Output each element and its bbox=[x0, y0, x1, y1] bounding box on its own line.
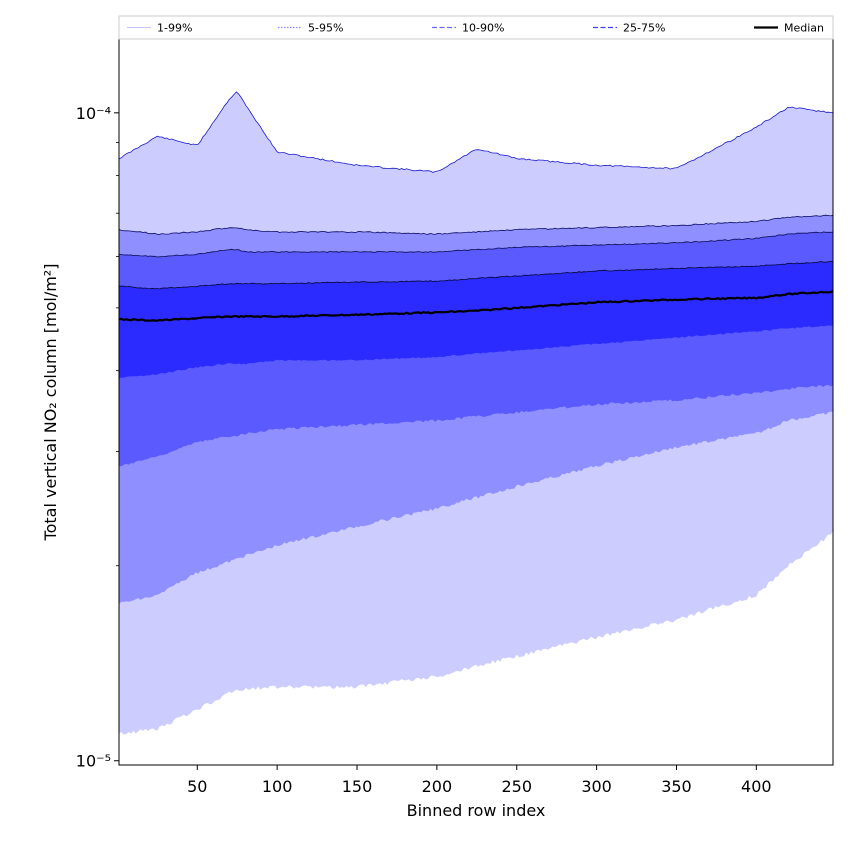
x-tick-label: 300 bbox=[581, 777, 612, 796]
x-tick-label: 250 bbox=[501, 777, 532, 796]
x-tick-label: 200 bbox=[422, 777, 453, 796]
line-layer bbox=[119, 91, 833, 322]
x-axis: 50 100 150 200 250 300 350 400 bbox=[187, 765, 772, 796]
x-tick-label: 150 bbox=[342, 777, 373, 796]
band-layer bbox=[119, 91, 833, 735]
band-upper-edge-1-99pct bbox=[119, 91, 833, 173]
x-tick-label: 350 bbox=[661, 777, 692, 796]
legend-label: Median bbox=[784, 22, 824, 35]
legend-label: 5-95% bbox=[308, 22, 343, 35]
x-tick-label: 100 bbox=[262, 777, 293, 796]
median-line bbox=[119, 290, 833, 322]
legend-box bbox=[118, 15, 834, 40]
band-25-75pct bbox=[119, 261, 833, 379]
x-tick-label: 400 bbox=[741, 777, 772, 796]
legend: 1-99% 5-95% 10-90% 25-75% Median bbox=[118, 15, 834, 40]
x-tick-label: 50 bbox=[187, 777, 207, 796]
band-upper-edge-10-90pct bbox=[119, 231, 833, 258]
legend-label: 1-99% bbox=[157, 22, 192, 35]
y-axis: 10⁻⁵ 10⁻⁴ bbox=[76, 104, 119, 771]
y-tick-label: 10⁻⁴ bbox=[76, 104, 111, 123]
legend-label: 10-90% bbox=[462, 22, 504, 35]
band-upper-edge-25-75pct bbox=[119, 260, 833, 290]
band-upper-edge-5-95pct bbox=[119, 214, 833, 235]
x-axis-label: Binned row index bbox=[407, 801, 546, 820]
legend-label: 25-75% bbox=[623, 22, 665, 35]
y-tick-label: 10⁻⁵ bbox=[76, 752, 111, 771]
y-axis-label: Total vertical NO₂ column [mol/m²] bbox=[41, 264, 60, 542]
